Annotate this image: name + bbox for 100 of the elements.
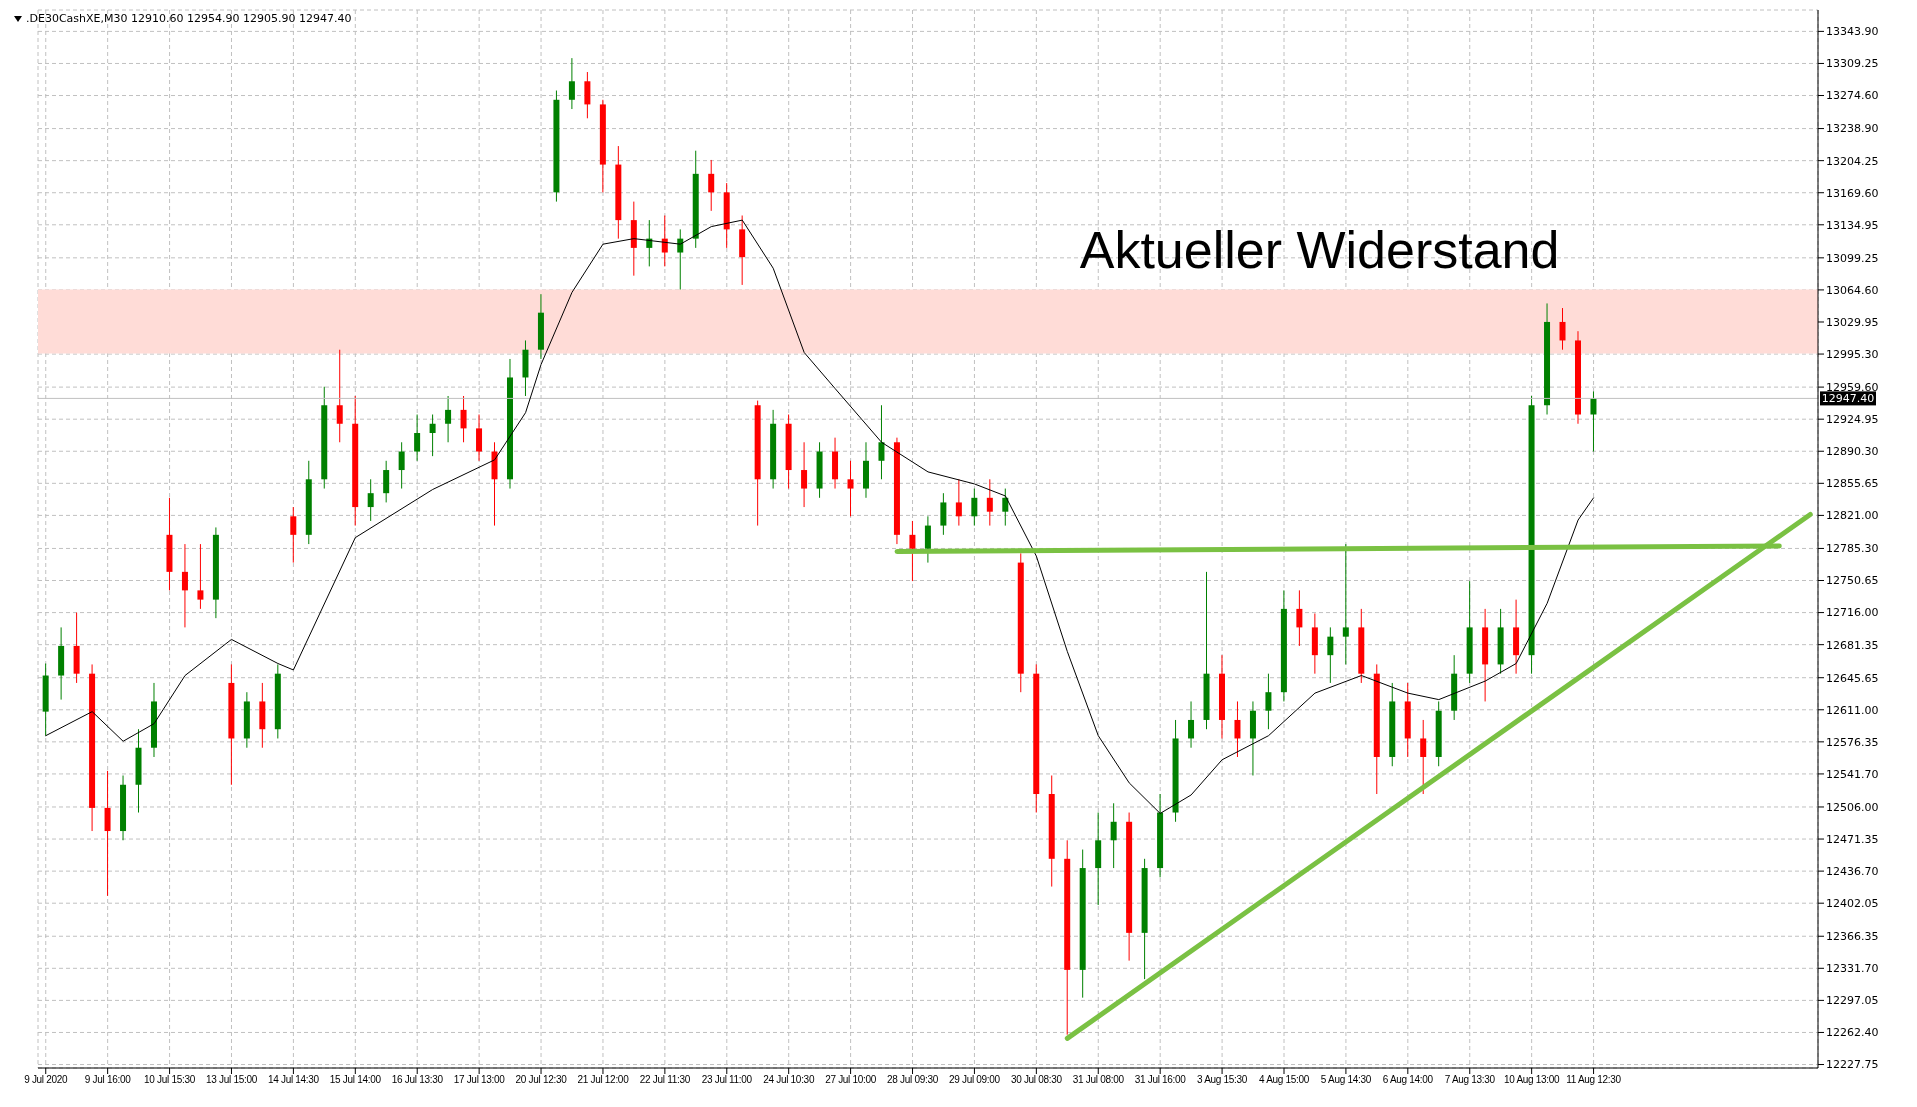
- y-tick-label: 12611.00: [1826, 703, 1879, 717]
- candlestick: [971, 488, 978, 527]
- x-tick-label: 31 Jul 16:00: [1134, 1074, 1187, 1086]
- x-tick-label: 15 Jul 14:00: [329, 1074, 382, 1086]
- y-tick-label: 13204.25: [1826, 154, 1879, 168]
- y-tick-label: 13029.95: [1826, 315, 1879, 329]
- x-tick-label: 17 Jul 13:00: [453, 1074, 506, 1086]
- candlestick: [476, 414, 483, 462]
- y-tick-label: 12576.35: [1826, 735, 1879, 749]
- x-tick-label: 3 Aug 15:30: [1197, 1074, 1248, 1086]
- y-tick-label: 13134.95: [1826, 218, 1879, 232]
- y-tick-label: 12541.70: [1826, 767, 1879, 781]
- candlestick: [568, 57, 575, 110]
- candlestick: [584, 71, 591, 119]
- candlestick: [460, 395, 467, 443]
- candlestick: [1296, 589, 1303, 647]
- candlestick: [445, 395, 452, 443]
- y-tick-label: 12227.75: [1826, 1058, 1879, 1072]
- candlestick: [1002, 488, 1009, 527]
- y-tick-label: 12262.40: [1826, 1026, 1879, 1040]
- y-tick-label: 13238.90: [1826, 122, 1879, 136]
- y-tick-label: 12821.00: [1826, 509, 1879, 523]
- y-tick-label: 12471.35: [1826, 832, 1879, 846]
- x-tick-label: 13 Jul 15:00: [206, 1074, 258, 1086]
- x-tick-label: 14 Jul 14:30: [267, 1074, 320, 1086]
- candlestick: [429, 414, 436, 457]
- candlestick: [104, 770, 111, 897]
- x-tick-label: 20 Jul 12:30: [515, 1074, 568, 1086]
- candlestick: [708, 159, 715, 212]
- ref-line-label: 12947.40: [1821, 392, 1875, 406]
- x-tick-label: 16 Jul 13:30: [391, 1074, 444, 1086]
- x-tick-label: 21 Jul 12:00: [577, 1074, 630, 1086]
- y-tick-label: 12645.65: [1826, 671, 1879, 685]
- y-tick-label: 13064.60: [1826, 283, 1879, 297]
- candlestick: [1559, 307, 1566, 351]
- y-tick-label: 12681.35: [1826, 638, 1879, 652]
- x-tick-label: 23 Jul 11:00: [701, 1074, 753, 1086]
- y-tick-label: 12716.00: [1826, 606, 1879, 620]
- candlestick: [661, 214, 668, 267]
- candlestick: [181, 543, 188, 628]
- candlestick: [414, 414, 421, 462]
- y-tick-label: 12855.65: [1826, 477, 1879, 491]
- candlestick: [1327, 626, 1334, 684]
- y-tick-label: 13099.25: [1826, 251, 1879, 265]
- candlestick: [986, 478, 993, 527]
- candlestick: [336, 349, 343, 443]
- candlestick: [1342, 543, 1349, 665]
- candlestick: [847, 460, 854, 517]
- y-tick-label: 13169.60: [1826, 186, 1879, 200]
- y-tick-label: 12995.30: [1826, 347, 1879, 361]
- y-tick-label: 13274.60: [1826, 89, 1879, 103]
- x-tick-label: 4 Aug 15:00: [1258, 1074, 1310, 1086]
- y-tick-label: 12366.35: [1826, 930, 1879, 944]
- candlestick: [1110, 802, 1117, 869]
- x-tick-label: 5 Aug 14:30: [1320, 1074, 1372, 1086]
- x-tick-label: 6 Aug 14:00: [1382, 1074, 1434, 1086]
- x-tick-label: 31 Jul 08:00: [1072, 1074, 1125, 1086]
- candlestick: [398, 441, 405, 490]
- x-tick-label: 7 Aug 13:30: [1444, 1074, 1496, 1086]
- candlestick: [197, 543, 204, 610]
- candlestick: [955, 478, 962, 527]
- y-tick-label: 12890.30: [1826, 445, 1879, 459]
- candlestick: [909, 520, 916, 582]
- y-tick-label: 13343.90: [1826, 25, 1879, 39]
- y-tick-label: 13309.25: [1826, 57, 1879, 71]
- x-tick-label: 27 Jul 10:00: [825, 1074, 877, 1086]
- x-tick-label: 30 Jul 08:30: [1010, 1074, 1063, 1086]
- line-series: [45, 219, 1595, 814]
- chart-title: .DE30CashXE,M30 12910.60 12954.90 12905.90 12947.40: [26, 12, 352, 25]
- candlestick: [878, 404, 885, 480]
- candlestick: [924, 515, 931, 564]
- y-tick-label: 12959.60: [1826, 381, 1879, 395]
- candlestick: [1234, 700, 1241, 758]
- candlestick: [1188, 700, 1195, 749]
- x-tick-label: 10 Aug 13:00: [1503, 1074, 1561, 1086]
- y-tick-label: 12436.70: [1826, 865, 1879, 879]
- x-tick-label: 24 Jul 10:30: [763, 1074, 815, 1086]
- y-tick-label: 12297.05: [1826, 994, 1879, 1008]
- candlestick: [1420, 719, 1427, 795]
- y-tick-label: 12924.95: [1826, 413, 1879, 427]
- y-tick-label: 12506.00: [1826, 800, 1879, 814]
- x-tick-label: 9 Jul 16:00: [84, 1074, 132, 1086]
- candlestick: [290, 506, 297, 564]
- y-tick-label: 12785.30: [1826, 542, 1879, 556]
- y-tick-label: 12750.65: [1826, 574, 1879, 588]
- x-tick-label: 28 Jul 09:30: [887, 1074, 939, 1086]
- y-tick-label: 12331.70: [1826, 962, 1879, 976]
- x-tick-label: 9 Jul 2020: [24, 1074, 69, 1086]
- x-tick-label: 11 Aug 12:30: [1566, 1074, 1622, 1086]
- candlestick: [801, 441, 808, 508]
- candlestick: [367, 478, 374, 522]
- candlestick: [1590, 390, 1597, 453]
- x-tick-label: 10 Jul 15:30: [144, 1074, 196, 1086]
- x-tick-label: 22 Jul 11:30: [639, 1074, 691, 1086]
- band-label: Aktueller Widerstand: [1079, 220, 1560, 279]
- y-tick-label: 12402.05: [1826, 897, 1879, 911]
- candlestick: [1265, 673, 1272, 730]
- candlestick: [383, 460, 390, 503]
- candlestick: [940, 492, 947, 536]
- x-tick-label: 29 Jul 09:00: [948, 1074, 1001, 1086]
